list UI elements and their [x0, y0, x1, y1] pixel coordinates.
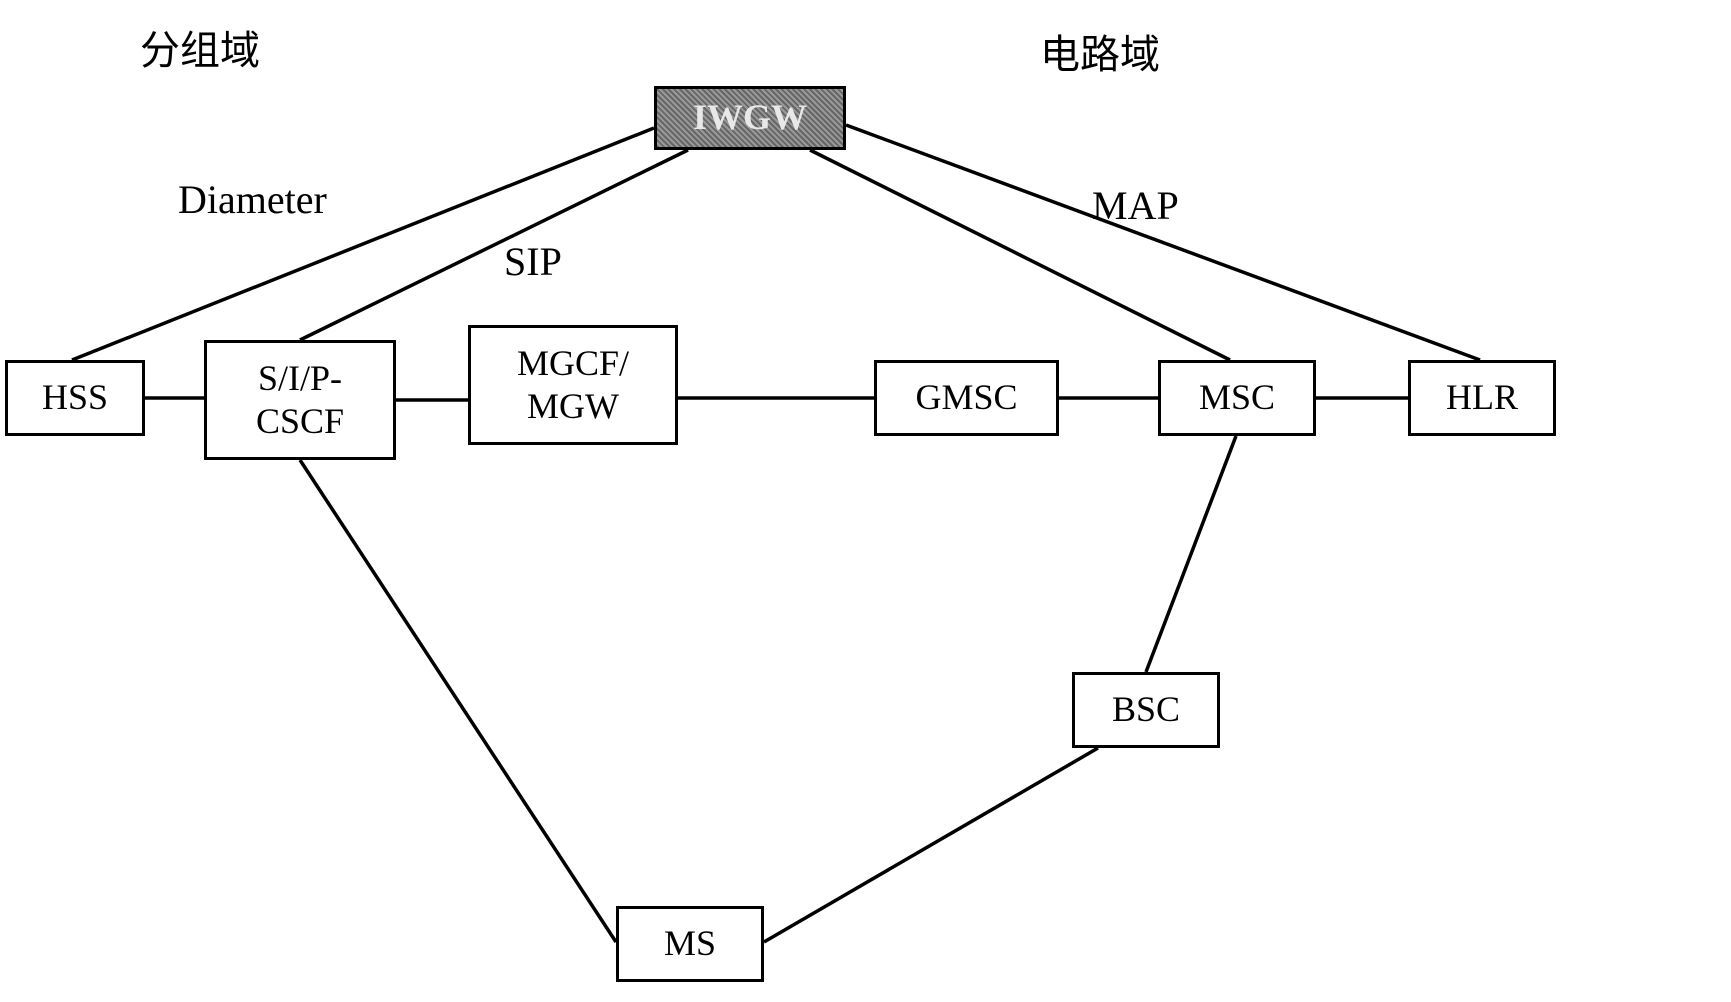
node-msc: MSC	[1158, 360, 1316, 436]
edge-label-diameter: Diameter	[178, 176, 327, 223]
node-bsc: BSC	[1072, 672, 1220, 748]
domain-label-left-text: 分组域	[140, 28, 260, 73]
domain-label-right-text: 电路域	[1040, 32, 1160, 77]
node-iwgw: IWGW	[654, 86, 846, 150]
node-mgcf: MGCF/ MGW	[468, 325, 678, 445]
edge-label-sip: SIP	[504, 238, 562, 285]
edge-label-map: MAP	[1092, 182, 1179, 229]
node-gmsc: GMSC	[874, 360, 1059, 436]
domain-label-right: 电路域	[1040, 22, 1160, 80]
node-ms: MS	[616, 906, 764, 982]
diagram-canvas: 分组域 电路域 Diameter SIP MAP HSS S/I/P- CSCF…	[0, 0, 1731, 1002]
node-cscf: S/I/P- CSCF	[204, 340, 396, 460]
node-hlr: HLR	[1408, 360, 1556, 436]
node-hss: HSS	[5, 360, 145, 436]
domain-label-left: 分组域	[140, 18, 260, 76]
edge-layer	[0, 0, 1731, 1002]
